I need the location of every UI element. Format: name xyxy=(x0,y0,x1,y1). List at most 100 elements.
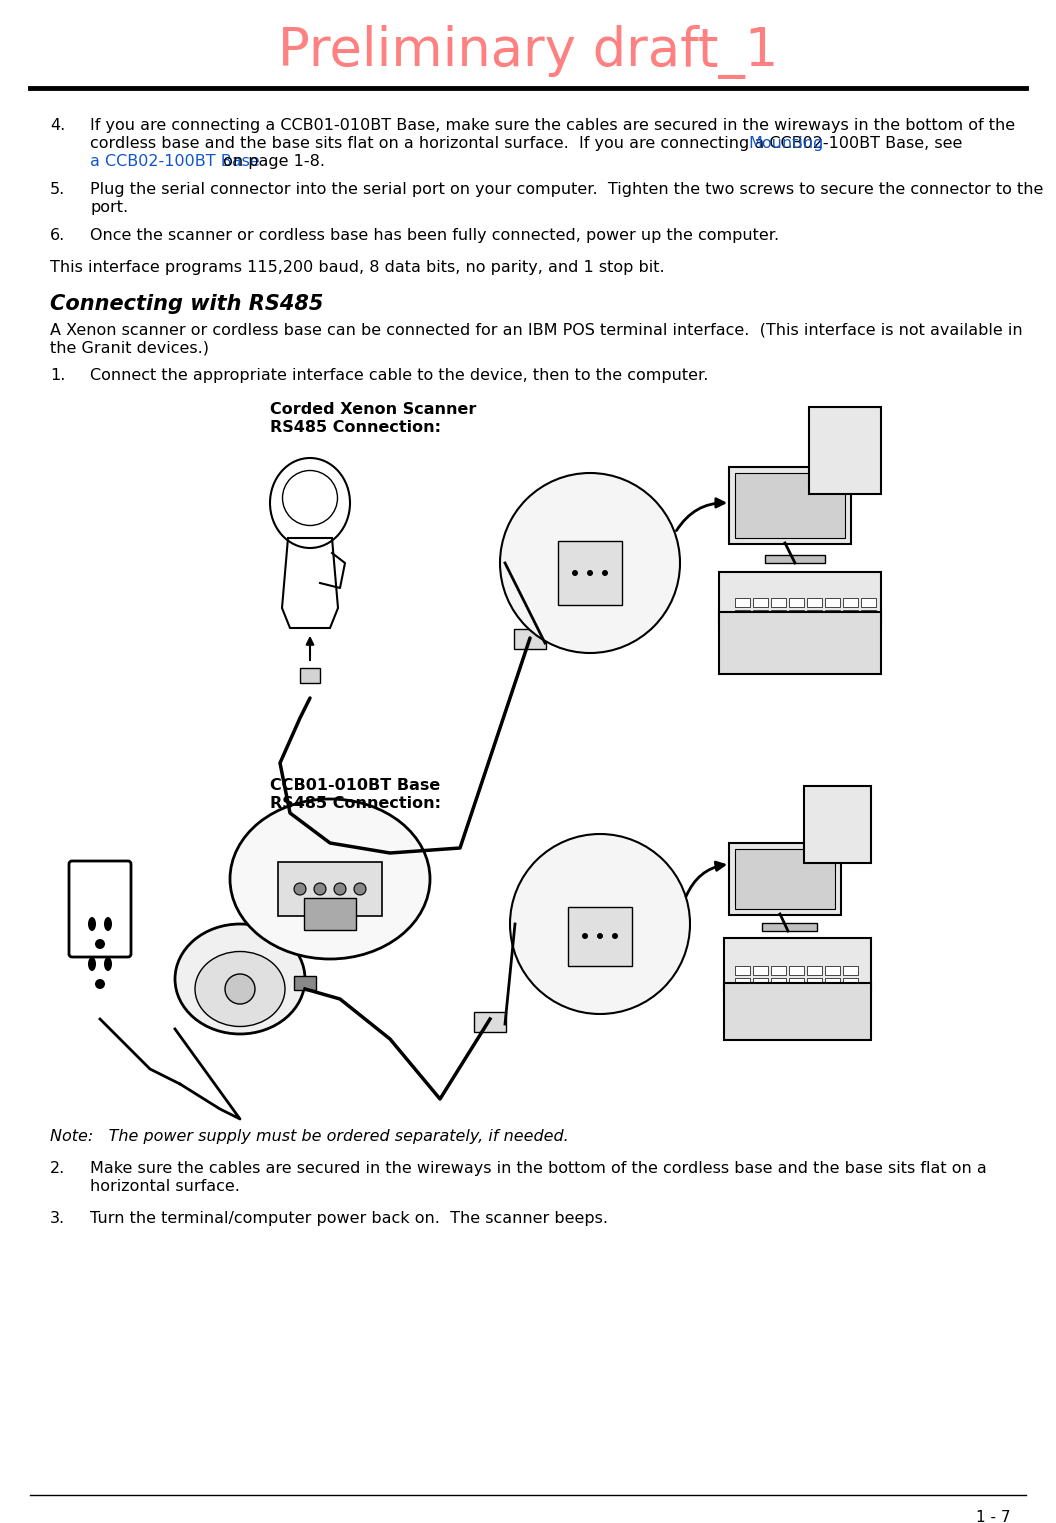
FancyBboxPatch shape xyxy=(735,597,750,606)
FancyBboxPatch shape xyxy=(724,982,871,1040)
FancyBboxPatch shape xyxy=(843,597,857,606)
Circle shape xyxy=(612,934,618,940)
Text: CCB01-010BT Base: CCB01-010BT Base xyxy=(270,778,440,793)
FancyBboxPatch shape xyxy=(771,597,786,606)
FancyBboxPatch shape xyxy=(789,990,804,999)
Circle shape xyxy=(225,975,254,1004)
FancyBboxPatch shape xyxy=(789,966,804,975)
FancyBboxPatch shape xyxy=(300,669,320,682)
Text: 6.: 6. xyxy=(50,228,65,244)
Text: RS485 Connection:: RS485 Connection: xyxy=(270,420,441,436)
FancyBboxPatch shape xyxy=(729,468,851,544)
FancyBboxPatch shape xyxy=(719,612,881,675)
Circle shape xyxy=(597,934,603,940)
Circle shape xyxy=(572,570,578,576)
Text: 1.: 1. xyxy=(50,369,65,382)
FancyBboxPatch shape xyxy=(753,966,768,975)
FancyBboxPatch shape xyxy=(278,862,382,915)
Text: the Granit devices.): the Granit devices.) xyxy=(50,340,209,355)
FancyBboxPatch shape xyxy=(753,597,768,606)
Circle shape xyxy=(294,883,306,896)
FancyBboxPatch shape xyxy=(771,978,786,987)
Text: Corded Xenon Scanner: Corded Xenon Scanner xyxy=(270,402,476,417)
Ellipse shape xyxy=(230,800,430,959)
FancyBboxPatch shape xyxy=(789,609,804,618)
FancyBboxPatch shape xyxy=(825,990,840,999)
Circle shape xyxy=(510,835,690,1014)
Circle shape xyxy=(602,570,608,576)
FancyBboxPatch shape xyxy=(294,976,316,990)
FancyBboxPatch shape xyxy=(771,966,786,975)
FancyBboxPatch shape xyxy=(789,597,804,606)
Text: 2.: 2. xyxy=(50,1161,65,1176)
Text: Once the scanner or cordless base has been fully connected, power up the compute: Once the scanner or cordless base has be… xyxy=(90,228,779,244)
Circle shape xyxy=(354,883,366,896)
FancyBboxPatch shape xyxy=(753,978,768,987)
FancyBboxPatch shape xyxy=(735,978,750,987)
FancyBboxPatch shape xyxy=(825,609,840,618)
Text: Connecting with RS485: Connecting with RS485 xyxy=(50,294,323,314)
FancyBboxPatch shape xyxy=(807,966,822,975)
FancyBboxPatch shape xyxy=(825,978,840,987)
FancyBboxPatch shape xyxy=(735,474,845,538)
FancyBboxPatch shape xyxy=(843,966,857,975)
FancyBboxPatch shape xyxy=(724,938,871,990)
Text: Preliminary draft_1: Preliminary draft_1 xyxy=(278,24,778,79)
FancyBboxPatch shape xyxy=(765,554,825,564)
Text: 1 - 7: 1 - 7 xyxy=(976,1509,1010,1523)
Circle shape xyxy=(314,883,326,896)
FancyBboxPatch shape xyxy=(568,908,631,966)
FancyBboxPatch shape xyxy=(514,629,546,649)
FancyBboxPatch shape xyxy=(809,407,881,493)
FancyBboxPatch shape xyxy=(735,609,750,618)
FancyBboxPatch shape xyxy=(807,621,822,631)
FancyBboxPatch shape xyxy=(762,923,817,931)
Text: A Xenon scanner or cordless base can be connected for an IBM POS terminal interf: A Xenon scanner or cordless base can be … xyxy=(50,321,1022,337)
Text: Plug the serial connector into the serial port on your computer.  Tighten the tw: Plug the serial connector into the seria… xyxy=(90,183,1043,196)
FancyBboxPatch shape xyxy=(825,966,840,975)
Text: 4.: 4. xyxy=(50,117,65,133)
FancyBboxPatch shape xyxy=(843,978,857,987)
Circle shape xyxy=(499,474,680,653)
Ellipse shape xyxy=(88,956,96,972)
FancyBboxPatch shape xyxy=(753,609,768,618)
Text: RS485 Connection:: RS485 Connection: xyxy=(270,797,441,812)
FancyBboxPatch shape xyxy=(735,966,750,975)
Text: Turn the terminal/computer power back on.  The scanner beeps.: Turn the terminal/computer power back on… xyxy=(90,1211,608,1226)
Circle shape xyxy=(334,883,346,896)
Text: horizontal surface.: horizontal surface. xyxy=(90,1179,240,1194)
Text: If you are connecting a CCB01-010BT Base, make sure the cables are secured in th: If you are connecting a CCB01-010BT Base… xyxy=(90,117,1015,133)
FancyBboxPatch shape xyxy=(789,978,804,987)
Ellipse shape xyxy=(195,952,285,1027)
FancyBboxPatch shape xyxy=(735,990,750,999)
FancyBboxPatch shape xyxy=(735,621,750,631)
FancyBboxPatch shape xyxy=(843,609,857,618)
Text: Connect the appropriate interface cable to the device, then to the computer.: Connect the appropriate interface cable … xyxy=(90,369,709,382)
FancyBboxPatch shape xyxy=(558,541,622,605)
FancyBboxPatch shape xyxy=(843,990,857,999)
FancyBboxPatch shape xyxy=(807,990,822,999)
FancyBboxPatch shape xyxy=(804,786,871,864)
Text: on page 1-8.: on page 1-8. xyxy=(218,154,325,169)
FancyBboxPatch shape xyxy=(753,990,768,999)
Text: 5.: 5. xyxy=(50,183,65,196)
FancyBboxPatch shape xyxy=(861,609,875,618)
Circle shape xyxy=(95,979,105,988)
FancyBboxPatch shape xyxy=(789,621,804,631)
Text: 3.: 3. xyxy=(50,1211,65,1226)
FancyBboxPatch shape xyxy=(807,978,822,987)
FancyBboxPatch shape xyxy=(753,621,768,631)
Text: This interface programs 115,200 baud, 8 data bits, no parity, and 1 stop bit.: This interface programs 115,200 baud, 8 … xyxy=(50,260,664,276)
FancyBboxPatch shape xyxy=(825,597,840,606)
Text: Note:   The power supply must be ordered separately, if needed.: Note: The power supply must be ordered s… xyxy=(50,1129,569,1144)
FancyBboxPatch shape xyxy=(807,597,822,606)
Circle shape xyxy=(582,934,588,940)
Text: Make sure the cables are secured in the wireways in the bottom of the cordless b: Make sure the cables are secured in the … xyxy=(90,1161,986,1176)
FancyBboxPatch shape xyxy=(719,573,881,624)
Ellipse shape xyxy=(103,956,112,972)
Circle shape xyxy=(95,940,105,949)
FancyBboxPatch shape xyxy=(304,899,356,931)
FancyBboxPatch shape xyxy=(69,860,131,956)
Text: cordless base and the base sits flat on a horizontal surface.  If you are connec: cordless base and the base sits flat on … xyxy=(90,136,967,151)
Circle shape xyxy=(587,570,593,576)
